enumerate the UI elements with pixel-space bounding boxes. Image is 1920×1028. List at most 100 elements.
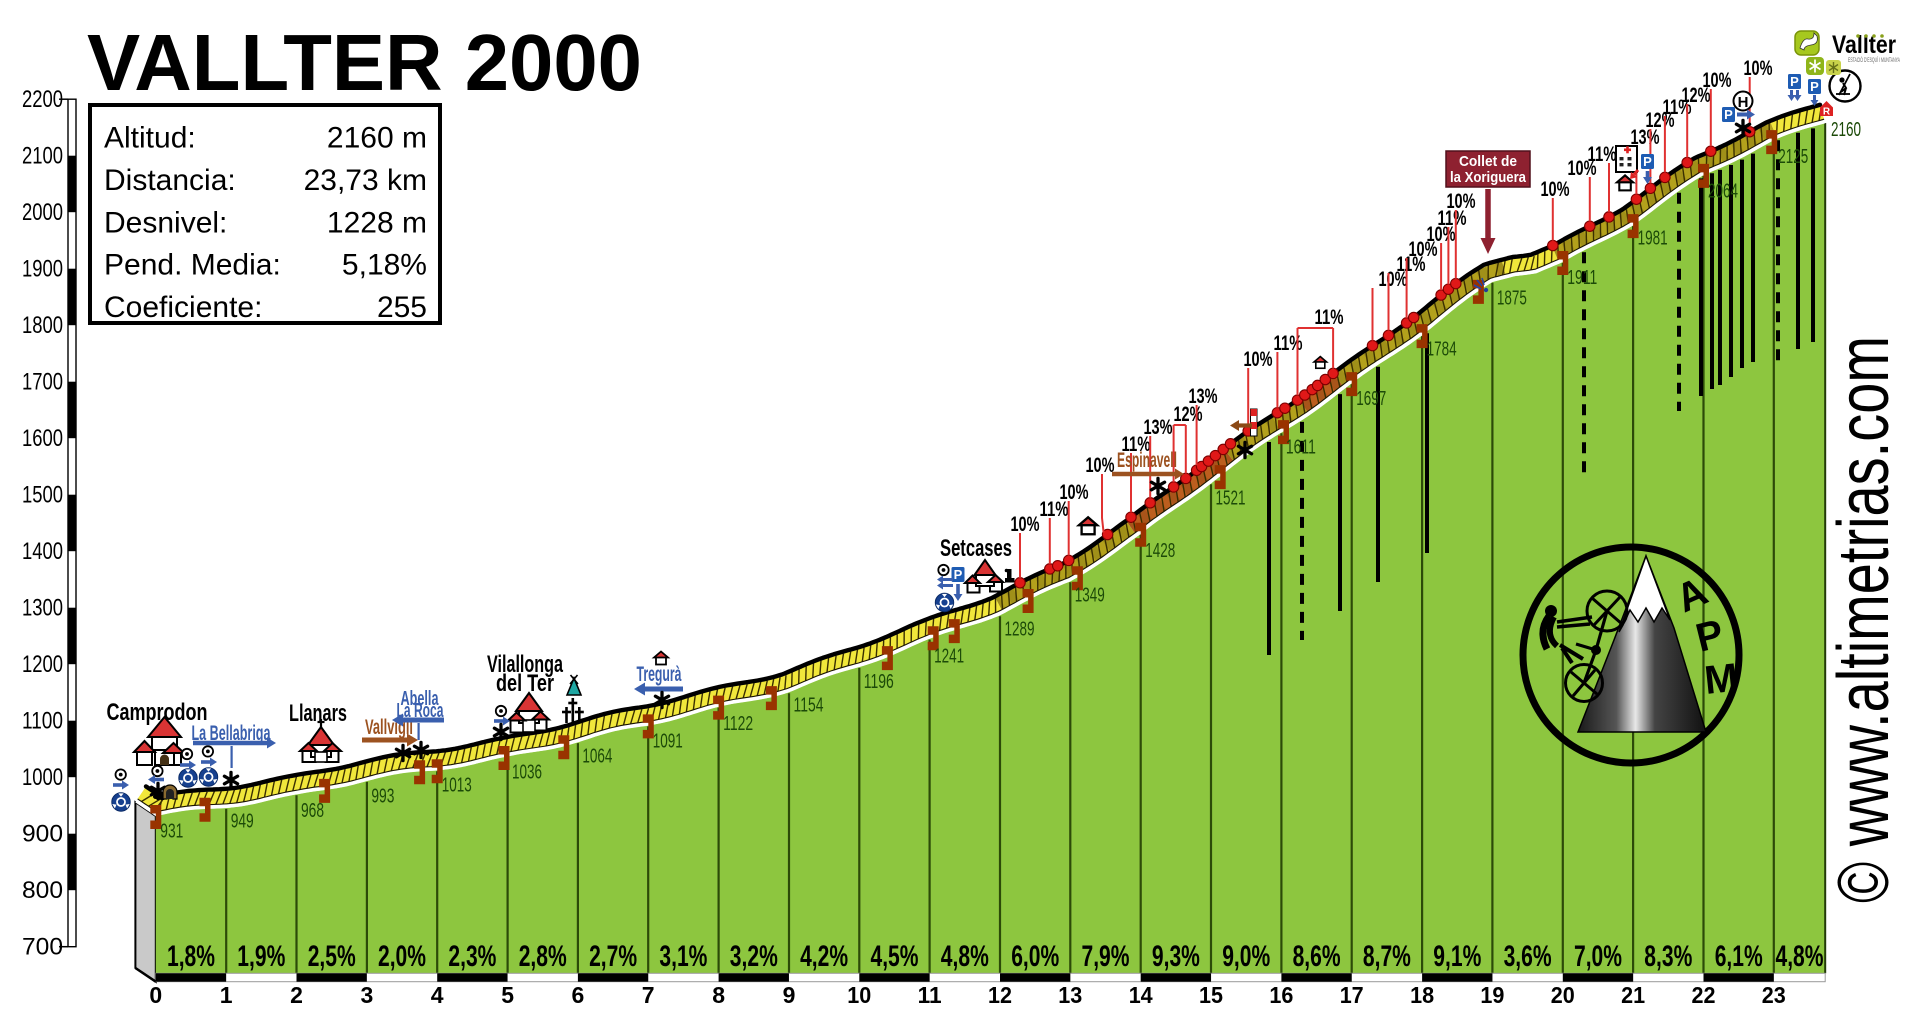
svg-text:1200: 1200 <box>22 651 63 678</box>
svg-text:1981: 1981 <box>1638 227 1668 249</box>
svg-text:12%: 12% <box>1174 403 1203 426</box>
svg-text:Pend. Media:: Pend. Media: <box>104 249 281 282</box>
svg-text:1911: 1911 <box>1567 267 1597 289</box>
svg-text:4,8%: 4,8% <box>941 940 989 973</box>
svg-text:11%: 11% <box>1588 143 1617 166</box>
svg-text:2000: 2000 <box>22 199 63 226</box>
svg-text:255: 255 <box>377 291 427 324</box>
svg-text:La Bellabriga: La Bellabriga <box>192 722 271 745</box>
svg-text:1154: 1154 <box>794 695 824 717</box>
svg-text:23,73 km: 23,73 km <box>304 164 427 197</box>
svg-text:11%: 11% <box>1397 253 1426 276</box>
svg-text:1036: 1036 <box>512 761 542 783</box>
svg-text:7,9%: 7,9% <box>1082 940 1130 973</box>
svg-text:16: 16 <box>1269 982 1293 1008</box>
svg-text:993: 993 <box>371 786 394 808</box>
svg-text:1091: 1091 <box>653 730 683 752</box>
svg-text:Espinavell: Espinavell <box>1117 449 1177 472</box>
svg-text:9: 9 <box>783 982 796 1008</box>
svg-text:2,3%: 2,3% <box>448 940 496 973</box>
svg-text:Vilallonga: Vilallonga <box>487 651 563 678</box>
svg-text:15: 15 <box>1199 982 1223 1008</box>
svg-text:9,1%: 9,1% <box>1433 940 1481 973</box>
svg-text:2100: 2100 <box>22 143 63 170</box>
svg-text:800: 800 <box>22 877 63 904</box>
svg-text:11%: 11% <box>1663 96 1692 119</box>
svg-text:12: 12 <box>988 982 1012 1008</box>
svg-text:La Roca: La Roca <box>397 700 445 722</box>
svg-text:2160 m: 2160 m <box>327 122 427 155</box>
svg-text:H: H <box>1738 94 1749 111</box>
svg-text:2125: 2125 <box>1778 146 1808 168</box>
svg-text:11: 11 <box>918 982 942 1008</box>
svg-text:1122: 1122 <box>723 713 753 735</box>
svg-text:1100: 1100 <box>22 708 63 735</box>
svg-text:0: 0 <box>149 982 162 1008</box>
svg-text:M: M <box>1702 656 1740 703</box>
svg-text:Tregurà: Tregurà <box>637 663 682 686</box>
svg-text:11%: 11% <box>1315 306 1344 329</box>
svg-text:10%: 10% <box>1568 157 1597 180</box>
svg-text:1196: 1196 <box>864 671 894 693</box>
svg-text:19: 19 <box>1480 982 1504 1008</box>
svg-text:R: R <box>1823 107 1831 118</box>
svg-text:2,5%: 2,5% <box>308 940 356 973</box>
svg-text:10%: 10% <box>1541 178 1570 201</box>
svg-text:10%: 10% <box>1409 238 1438 261</box>
svg-text:18: 18 <box>1410 982 1434 1008</box>
svg-text:1900: 1900 <box>22 256 63 283</box>
svg-text:1500: 1500 <box>22 482 63 509</box>
svg-text:11%: 11% <box>1438 207 1467 230</box>
svg-text:Collet de: Collet de <box>1459 153 1517 170</box>
svg-text:2160: 2160 <box>1831 119 1861 141</box>
svg-text:Abella: Abella <box>401 688 440 710</box>
svg-text:13: 13 <box>1058 982 1082 1008</box>
svg-text:1700: 1700 <box>22 369 63 396</box>
svg-text:3,1%: 3,1% <box>659 940 707 973</box>
svg-text:6,1%: 6,1% <box>1715 940 1763 973</box>
svg-text:1000: 1000 <box>22 764 63 791</box>
svg-text:1784: 1784 <box>1427 339 1457 361</box>
svg-text:Desnivel:: Desnivel: <box>104 206 227 239</box>
svg-text:1800: 1800 <box>22 312 63 339</box>
svg-text:4: 4 <box>431 982 444 1008</box>
svg-text:4,5%: 4,5% <box>871 940 919 973</box>
svg-text:20: 20 <box>1551 982 1575 1008</box>
svg-text:949: 949 <box>231 811 254 833</box>
svg-text:2,8%: 2,8% <box>519 940 567 973</box>
svg-text:7: 7 <box>642 982 655 1008</box>
svg-text:1349: 1349 <box>1075 585 1105 607</box>
svg-text:Coeficiente:: Coeficiente: <box>104 291 262 324</box>
svg-text:3,2%: 3,2% <box>730 940 778 973</box>
svg-text:9,3%: 9,3% <box>1152 940 1200 973</box>
svg-text:700: 700 <box>22 934 63 961</box>
svg-text:2200: 2200 <box>22 86 63 113</box>
svg-text:11%: 11% <box>1040 498 1069 521</box>
svg-text:Vallter: Vallter <box>1832 31 1896 59</box>
svg-text:11%: 11% <box>1274 332 1303 355</box>
svg-text:10: 10 <box>847 982 871 1008</box>
svg-text:8: 8 <box>712 982 725 1008</box>
svg-text:968: 968 <box>301 800 324 822</box>
svg-text:13%: 13% <box>1144 416 1173 439</box>
svg-text:1600: 1600 <box>22 425 63 452</box>
svg-text:1,8%: 1,8% <box>167 940 215 973</box>
svg-text:23: 23 <box>1762 982 1786 1008</box>
svg-text:4,8%: 4,8% <box>1776 940 1824 973</box>
svg-text:1241: 1241 <box>934 646 964 668</box>
svg-text:10%: 10% <box>1703 69 1732 92</box>
svg-text:13%: 13% <box>1631 126 1660 149</box>
svg-text:Altitud:: Altitud: <box>104 122 196 155</box>
svg-text:3: 3 <box>361 982 374 1008</box>
svg-text:10%: 10% <box>1744 57 1773 80</box>
svg-text:1228 m: 1228 m <box>327 206 427 239</box>
svg-text:1521: 1521 <box>1216 487 1246 509</box>
svg-text:del Ter: del Ter <box>496 670 554 697</box>
svg-text:8,7%: 8,7% <box>1363 940 1411 973</box>
svg-text:8,3%: 8,3% <box>1644 940 1692 973</box>
svg-text:Camprodon: Camprodon <box>107 699 208 726</box>
svg-text:931: 931 <box>160 821 183 843</box>
svg-text:ESTACIÓ D’ESQUÍ I MUNTANYA: ESTACIÓ D’ESQUÍ I MUNTANYA <box>1848 57 1900 64</box>
svg-text:10%: 10% <box>1060 481 1089 504</box>
svg-text:1400: 1400 <box>22 538 63 565</box>
